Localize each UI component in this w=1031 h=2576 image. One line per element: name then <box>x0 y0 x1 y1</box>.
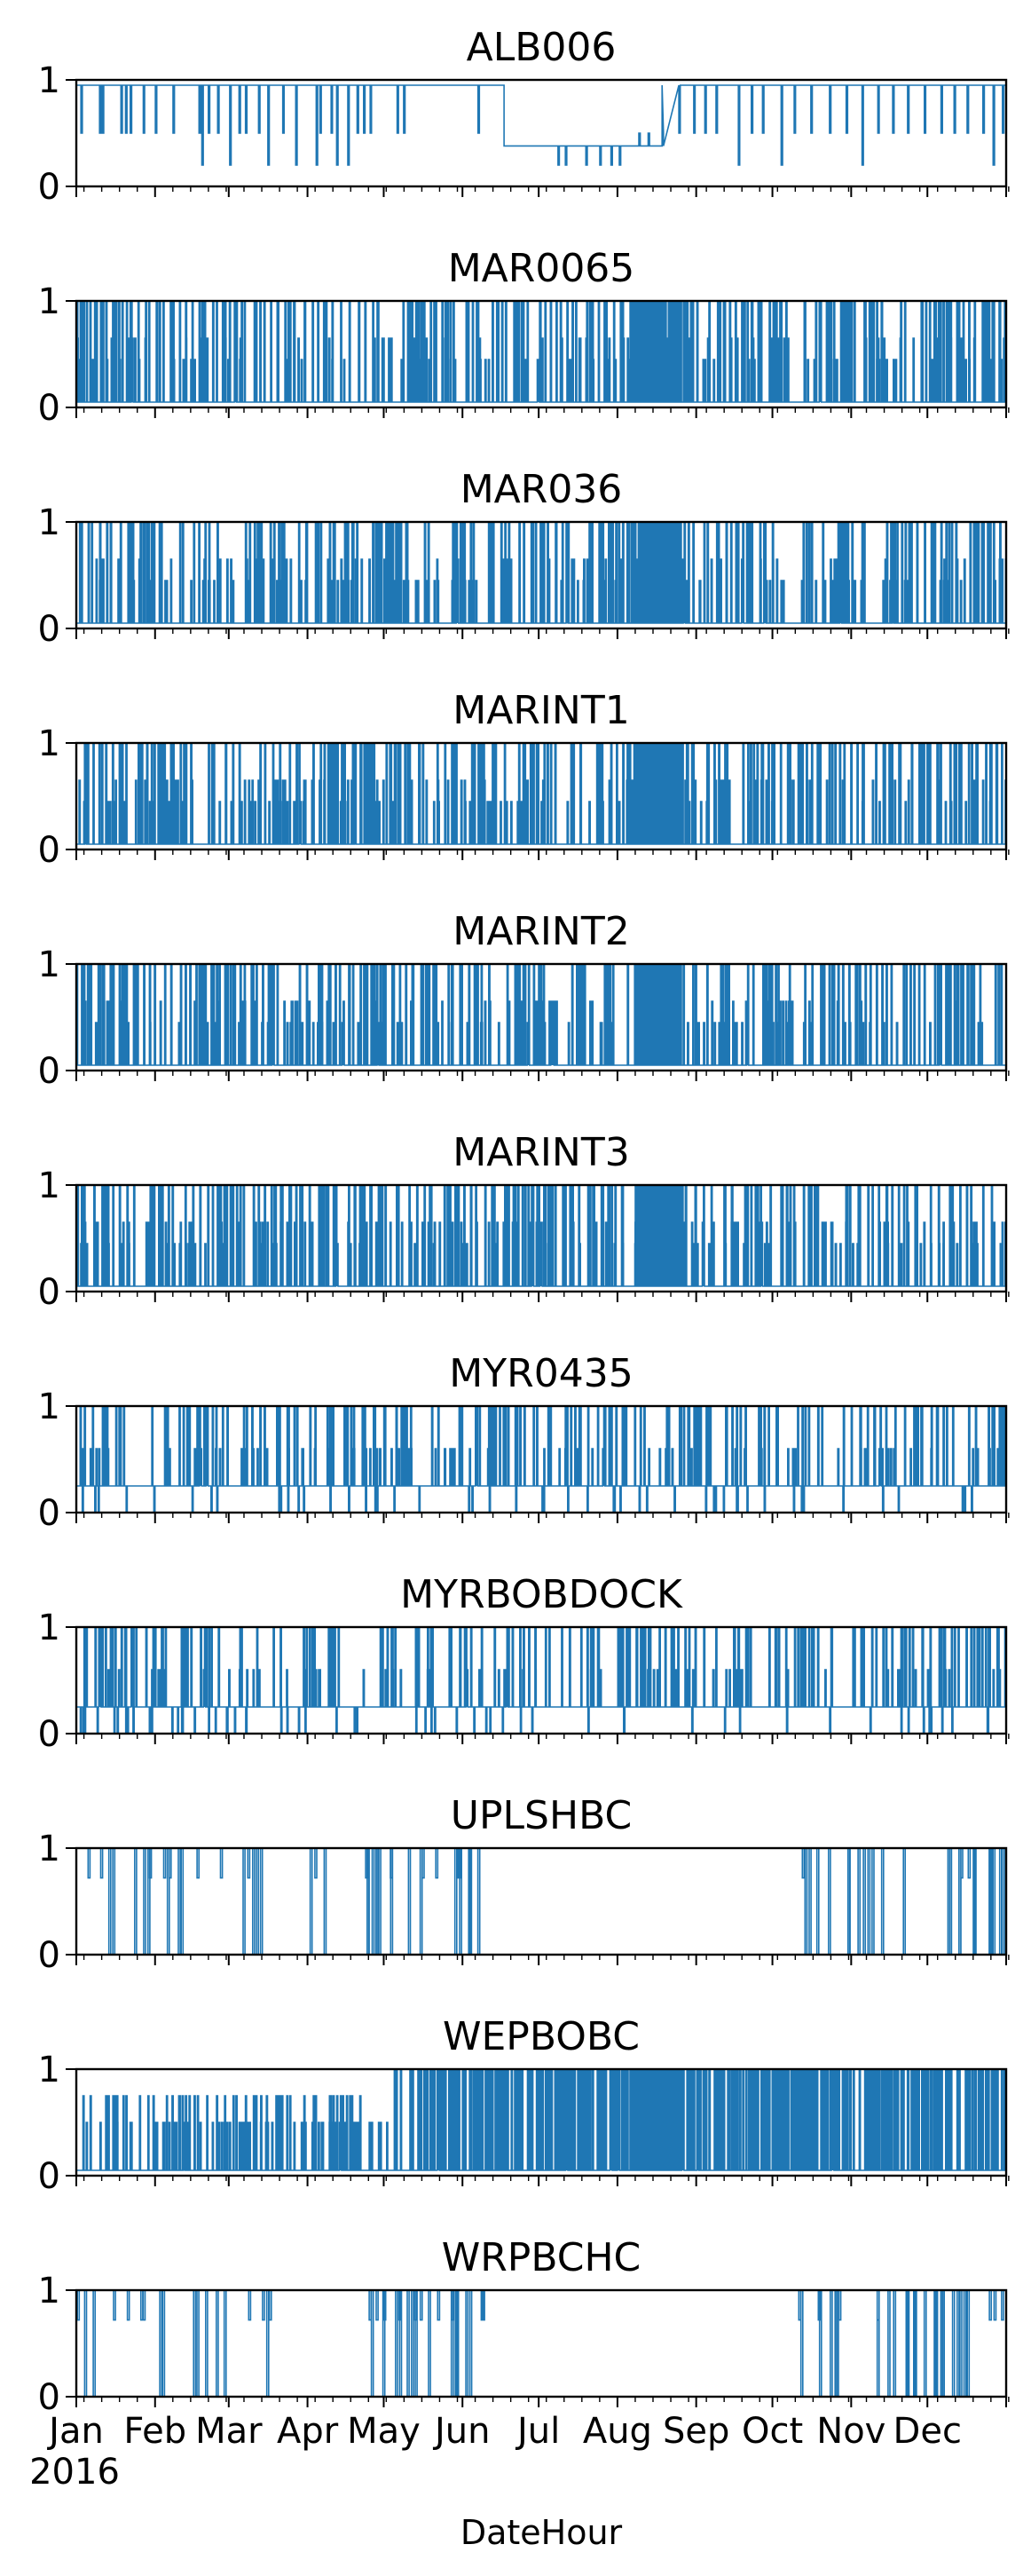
subplot-title: MYRBOBDOCK <box>400 1572 683 1617</box>
y-tick-label: 1 <box>38 1166 60 1206</box>
y-tick-label: 1 <box>38 502 60 543</box>
x-tick-label: Sep <box>663 2411 729 2452</box>
subplot-title: MARINT2 <box>453 909 629 954</box>
subplot-mar0065: MAR0065 0 1 <box>38 246 1010 429</box>
y-tick-label: 0 <box>38 388 60 429</box>
y-tick-label: 0 <box>38 2377 60 2418</box>
y-tick-label: 1 <box>38 281 60 322</box>
axes-frame <box>75 2067 1008 2177</box>
axes-frame <box>75 1846 1008 1956</box>
x-tick-label: Jul <box>515 2411 560 2452</box>
subplot-uplshbc: UPLSHBC 0 1 <box>38 1793 1010 1976</box>
y-tick-label: 1 <box>38 1608 60 1648</box>
subplot-marint2: MARINT2 0 1 <box>38 909 1010 1092</box>
axes-frame <box>75 741 1008 851</box>
series-line <box>76 2290 1006 2397</box>
x-tick-label: Oct <box>742 2411 803 2452</box>
y-tick-label: 0 <box>38 609 60 650</box>
series-line <box>76 964 1006 1066</box>
series-line <box>76 301 1006 403</box>
subplot-marint1: MARINT1 0 1 <box>38 688 1010 871</box>
x-tick-label: May <box>347 2411 421 2452</box>
x-tick-label: Feb <box>123 2411 186 2452</box>
axes-frame <box>75 1183 1008 1293</box>
series-line <box>76 522 1006 624</box>
x-tick-label: Aug <box>583 2411 652 2452</box>
y-tick-label: 0 <box>38 1714 60 1755</box>
y-tick-label: 0 <box>38 830 60 871</box>
axes-frame <box>75 78 1008 188</box>
y-tick-label: 0 <box>38 1935 60 1976</box>
y-tick-label: 1 <box>38 2050 60 2090</box>
series-line <box>76 1185 1006 1287</box>
y-tick-label: 0 <box>38 1272 60 1313</box>
x-tick-label: Dec <box>893 2411 962 2452</box>
axes-frame <box>75 1404 1008 1514</box>
y-tick-label: 1 <box>38 2271 60 2311</box>
x-tick-label: Nov <box>816 2411 885 2452</box>
subplot-title: MARINT3 <box>453 1130 629 1175</box>
axes-frame <box>75 2288 1008 2398</box>
axes-frame <box>75 1625 1008 1735</box>
series-line <box>76 1406 1006 1513</box>
axes-frame <box>75 962 1008 1072</box>
axes-frame <box>75 299 1008 409</box>
series-line <box>76 1848 1006 1955</box>
subplot-myr0435: MYR0435 0 1 <box>38 1351 1010 1534</box>
subplot-title: WRPBCHC <box>442 2235 641 2280</box>
series-line <box>76 743 1006 845</box>
subplot-myrbobdock: MYRBOBDOCK 0 1 <box>38 1572 1010 1755</box>
axes-frame <box>75 520 1008 630</box>
subplot-title: UPLSHBC <box>451 1793 632 1838</box>
series-line <box>76 2069 1006 2171</box>
series-line <box>76 1627 1006 1734</box>
y-tick-label: 0 <box>38 1493 60 1534</box>
subplot-title: MAR036 <box>460 467 623 512</box>
x-tick-label: Jun <box>432 2411 491 2452</box>
subplot-mar036: MAR036 0 1 <box>38 467 1010 650</box>
subplot-title: MYR0435 <box>449 1351 633 1396</box>
y-tick-label: 0 <box>38 1051 60 1092</box>
y-tick-label: 0 <box>38 2156 60 2197</box>
subplot-alb006: ALB006 0 1 <box>38 25 1010 208</box>
subplot-title: WEPBOBC <box>443 2014 640 2059</box>
subplot-marint3: MARINT3 0 1 <box>38 1130 1010 1313</box>
subplot-title: MAR0065 <box>448 246 635 291</box>
y-tick-label: 1 <box>38 723 60 764</box>
x-tick-label: Mar <box>195 2411 263 2452</box>
x-year-label: 2016 <box>29 2452 120 2493</box>
y-tick-label: 1 <box>38 944 60 985</box>
y-tick-label: 1 <box>38 1387 60 1427</box>
x-axis-label: DateHour <box>460 2513 623 2552</box>
subplot-wepbobc: WEPBOBC 0 1 <box>38 2014 1010 2197</box>
y-tick-label: 1 <box>38 60 60 101</box>
subplot-title: ALB006 <box>467 25 617 70</box>
subplot-title: MARINT1 <box>453 688 629 733</box>
subplot-wrpbchc: WRPBCHC 0 1 Jan Feb Mar Apr May Jun Jul Aug Sep Oct N… <box>29 2235 1010 2552</box>
x-tick-label: Jan <box>46 2411 104 2452</box>
y-tick-label: 1 <box>38 1829 60 1869</box>
x-tick-label: Apr <box>277 2411 339 2452</box>
y-tick-label: 0 <box>38 167 60 208</box>
series-line <box>76 84 1006 166</box>
